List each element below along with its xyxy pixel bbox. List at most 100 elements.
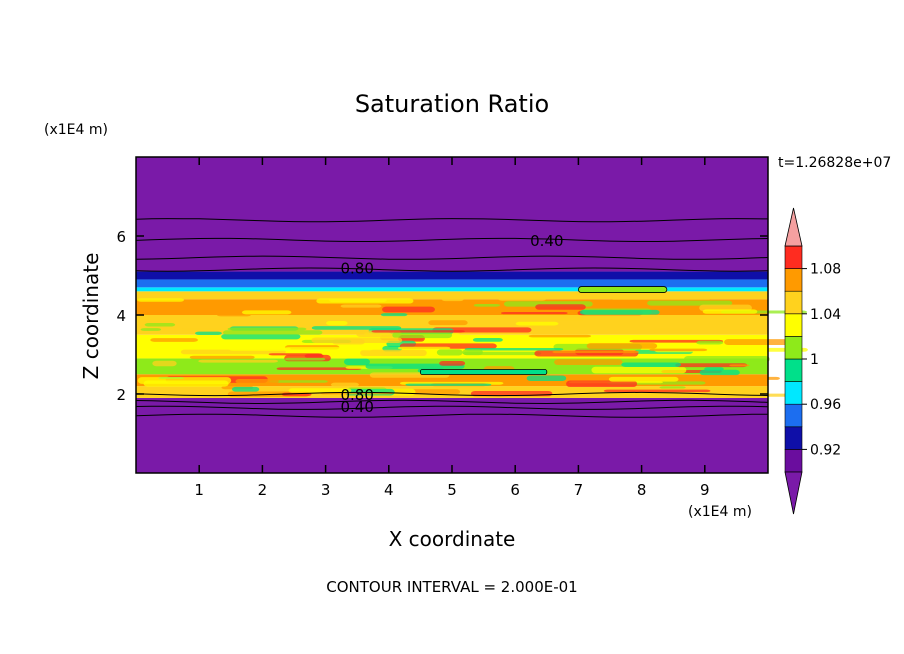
plot-area xyxy=(136,157,808,473)
field-streak xyxy=(666,296,707,300)
field-streak xyxy=(241,310,292,315)
field-streak xyxy=(721,376,780,380)
field-streak xyxy=(535,304,586,310)
colorbar-segment xyxy=(784,313,803,337)
field-streak xyxy=(526,375,567,381)
field-streak xyxy=(288,388,352,393)
y-tick-label: 2 xyxy=(116,386,126,404)
field-streak xyxy=(464,348,564,351)
x-tick-label: 1 xyxy=(194,481,204,499)
colorbar-segment xyxy=(784,268,803,292)
y-tick-label: 6 xyxy=(116,228,126,246)
x-tick-label: 6 xyxy=(510,481,520,499)
field-streak xyxy=(528,334,592,338)
y-axis: 2 4 6 xyxy=(116,228,768,404)
field-streak xyxy=(515,321,559,326)
field-streak xyxy=(439,360,466,366)
contour-line xyxy=(135,255,769,260)
x-tick-label: 7 xyxy=(574,481,584,499)
y-axis-label: Z coordinate xyxy=(79,253,103,380)
field-streak xyxy=(510,359,538,364)
field-streak xyxy=(330,382,359,387)
colorbar-tick-label: 1.08 xyxy=(810,262,841,278)
colorbar-under-arrow xyxy=(784,471,803,515)
field-streak xyxy=(268,380,328,383)
field-streak xyxy=(189,355,255,359)
field-band-10 xyxy=(136,271,768,280)
field-streak xyxy=(702,309,758,314)
contour-layer: 0.400.800.800.40 xyxy=(135,218,769,418)
field-streak xyxy=(683,355,770,363)
field-streak xyxy=(229,347,291,351)
field-streak xyxy=(675,363,748,368)
field-streak xyxy=(441,297,464,302)
x-tick-label: 8 xyxy=(637,481,647,499)
contour-label: 0.40 xyxy=(530,232,563,250)
colorbar-tick-label: 1.04 xyxy=(810,307,841,323)
contour-line xyxy=(135,399,769,405)
contour-line xyxy=(135,413,769,418)
field-streak xyxy=(217,314,251,317)
x-tick-label: 4 xyxy=(384,481,394,499)
field-streak xyxy=(710,347,808,352)
field-band-0 xyxy=(136,397,768,473)
field-streak xyxy=(552,350,640,354)
field-streak xyxy=(699,369,740,376)
contour-interval-footer: CONTOUR INTERVAL = 2.000E-01 xyxy=(326,578,577,596)
field-streak xyxy=(392,332,453,339)
field-streak xyxy=(382,306,435,313)
field-streak xyxy=(152,360,177,367)
field-streak xyxy=(566,380,638,388)
field-streak xyxy=(729,364,750,367)
field-streak xyxy=(365,363,465,369)
x-axis: 1 2 3 4 5 6 7 8 9 xyxy=(194,157,710,499)
colorbar-over-arrow xyxy=(784,207,803,247)
field-streak xyxy=(554,359,623,366)
field-streak xyxy=(659,386,686,389)
contour-label: 0.80 xyxy=(340,386,373,404)
contour-line xyxy=(135,237,769,242)
colorbar-segment xyxy=(784,426,803,450)
field-band-7 xyxy=(136,291,768,300)
field-streak xyxy=(591,366,687,374)
field-streak xyxy=(311,326,402,330)
colorbar-segment xyxy=(784,245,803,269)
y-tick-label: 4 xyxy=(116,307,126,325)
x-tick-label: 3 xyxy=(321,481,331,499)
field-streak xyxy=(231,386,260,392)
field-streak xyxy=(343,358,370,365)
x-tick-label: 9 xyxy=(700,481,710,499)
time-label: t=1.26828e+07 xyxy=(778,155,891,171)
chart-title: Saturation Ratio xyxy=(355,90,549,118)
field-streak xyxy=(316,298,414,304)
field-streak xyxy=(227,327,307,331)
field-streak xyxy=(316,375,339,381)
field-band-9 xyxy=(136,279,768,288)
colorbar-segment xyxy=(784,381,803,405)
colorbar-tick-label: 0.92 xyxy=(810,442,841,458)
field-streak xyxy=(649,348,708,352)
x-tick-label: 5 xyxy=(447,481,457,499)
field-streak xyxy=(166,344,211,349)
colorbar-segment xyxy=(784,449,803,473)
field-streak xyxy=(436,349,463,356)
field-band-2 xyxy=(136,374,768,387)
x-axis-label: X coordinate xyxy=(389,527,516,551)
field-streak xyxy=(140,328,162,331)
field-streak xyxy=(696,340,724,345)
field-streak xyxy=(579,309,660,315)
field-streak xyxy=(603,389,711,393)
field-streak xyxy=(473,303,501,307)
colorbar-segment xyxy=(784,358,803,382)
field-streak xyxy=(285,347,374,351)
field-streak xyxy=(397,346,451,350)
colorbar-segment xyxy=(784,403,803,428)
field-streak xyxy=(647,300,733,306)
field-streak xyxy=(222,330,323,335)
field-streak xyxy=(340,304,382,308)
field-streak xyxy=(198,359,279,363)
field-streak xyxy=(371,330,465,333)
field-streak xyxy=(326,320,348,326)
field-streak xyxy=(621,362,681,367)
